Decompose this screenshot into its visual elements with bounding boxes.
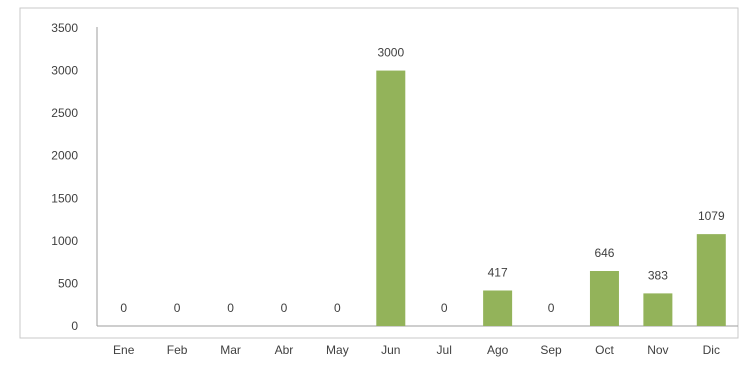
x-tick-label-nov: Nov xyxy=(647,343,668,357)
data-label-abr: 0 xyxy=(281,301,288,315)
y-tick-label: 0 xyxy=(71,319,78,333)
y-ticks: 0 500 1000 1500 2000 2500 3000 3500 xyxy=(51,21,78,333)
data-label-jul: 0 xyxy=(441,301,448,315)
data-label-nov: 383 xyxy=(648,268,668,282)
bar-ago xyxy=(483,290,513,326)
y-tick-label: 1000 xyxy=(51,234,78,248)
bar-nov xyxy=(643,293,673,326)
x-tick-label-jul: Jul xyxy=(437,343,452,357)
data-labels: 0 0 0 0 0 3000 0 417 0 646 383 1079 xyxy=(120,46,725,315)
x-tick-label-jun: Jun xyxy=(381,343,400,357)
data-label-mar: 0 xyxy=(227,301,234,315)
data-label-may: 0 xyxy=(334,301,341,315)
data-label-feb: 0 xyxy=(174,301,181,315)
x-ticks: Ene Feb Mar Abr May Jun Jul Ago Sep Oct Nov Dic xyxy=(113,343,720,357)
data-label-jun: 3000 xyxy=(377,46,404,60)
data-label-ene: 0 xyxy=(120,301,127,315)
x-tick-label-mar: Mar xyxy=(220,343,241,357)
x-tick-label-ago: Ago xyxy=(487,343,509,357)
bar-jun xyxy=(376,70,406,326)
data-label-dic: 1079 xyxy=(698,209,725,223)
y-tick-label: 1500 xyxy=(51,191,78,205)
x-tick-label-may: May xyxy=(326,343,349,357)
y-tick-label: 2500 xyxy=(51,106,78,120)
data-label-sep: 0 xyxy=(548,301,555,315)
x-tick-label-oct: Oct xyxy=(595,343,614,357)
bars xyxy=(376,70,726,326)
y-tick-label: 3000 xyxy=(51,64,78,78)
data-label-ago: 417 xyxy=(488,265,508,279)
data-label-oct: 646 xyxy=(594,246,614,260)
bar-dic xyxy=(696,234,726,326)
y-tick-label: 3500 xyxy=(51,21,78,35)
bar-oct xyxy=(589,270,619,326)
y-tick-label: 500 xyxy=(58,276,78,290)
x-tick-label-feb: Feb xyxy=(167,343,188,357)
x-tick-label-ene: Ene xyxy=(113,343,135,357)
x-tick-label-sep: Sep xyxy=(540,343,562,357)
y-tick-label: 2000 xyxy=(51,149,78,163)
x-tick-label-abr: Abr xyxy=(275,343,294,357)
x-tick-label-dic: Dic xyxy=(703,343,720,357)
